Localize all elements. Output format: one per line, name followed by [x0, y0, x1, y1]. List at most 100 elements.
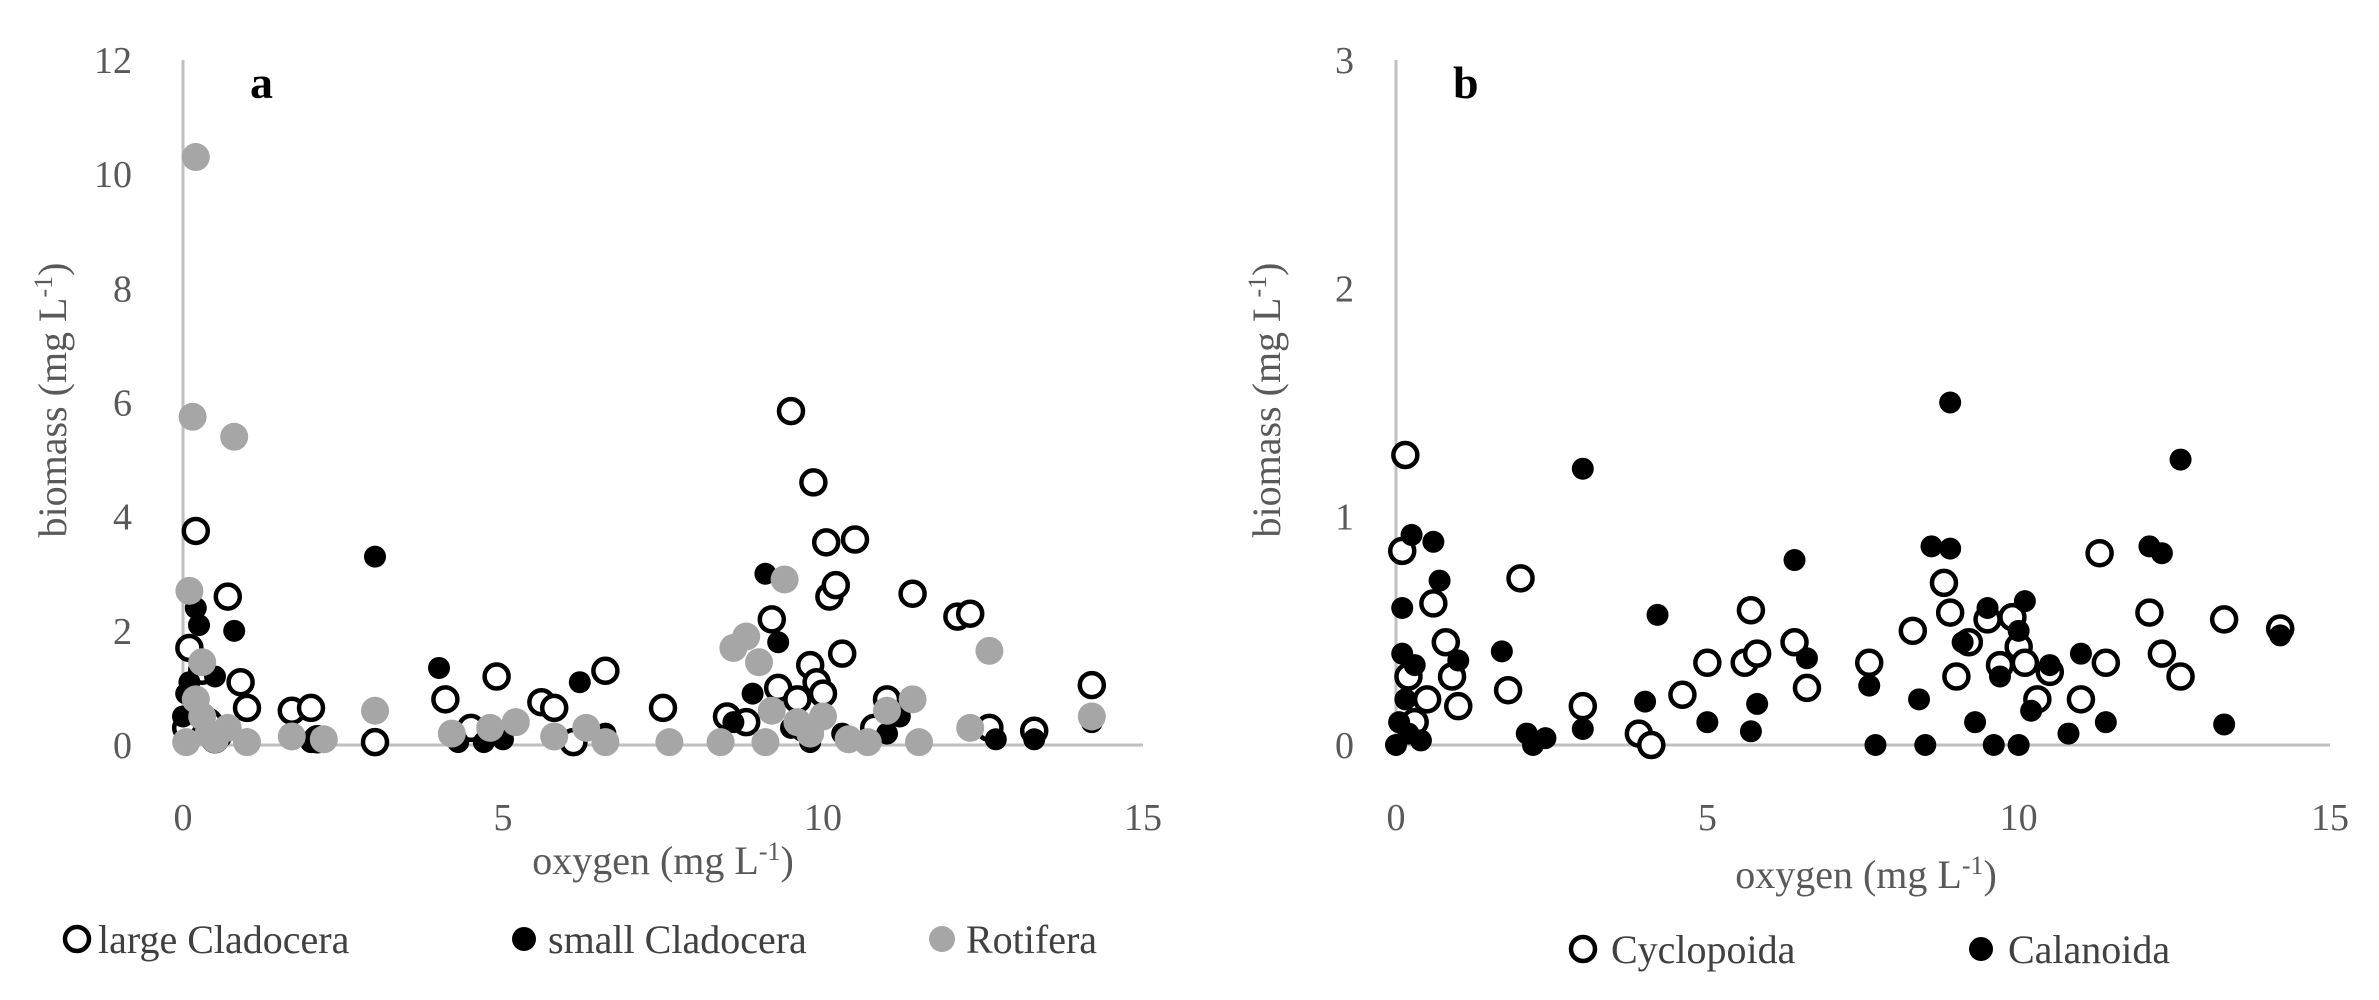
data-point-rotifera	[188, 648, 217, 677]
panel-a-x-tick-label: 10	[804, 797, 842, 839]
data-point-large-cladocera	[898, 579, 927, 608]
data-point-calanoida	[1964, 711, 1987, 734]
data-point-calanoida	[1428, 569, 1451, 592]
data-point-large-cladocera	[821, 570, 851, 600]
panel-a-y-tick-label: 6	[113, 383, 132, 425]
panel-a-label: a	[250, 57, 273, 108]
panel-b-x-tick-label: 5	[1698, 797, 1717, 839]
data-point-cyclopoida	[1412, 685, 1442, 714]
panel-a-y-tick-label: 8	[113, 268, 132, 310]
legend-item-calanoida: Calanoida	[1969, 927, 2170, 972]
data-point-calanoida	[1534, 727, 1557, 750]
data-point-cyclopoida	[1444, 691, 1473, 721]
data-point-calanoida	[2007, 619, 2030, 642]
data-point-calanoida	[1939, 391, 1962, 414]
data-point-large-cladocera	[360, 727, 390, 757]
data-point-rotifera	[809, 702, 837, 731]
data-point-cyclopoida	[2010, 648, 2040, 678]
legend-item-cyclopoida: Cyclopoida	[1568, 927, 1796, 972]
data-point-small-cladocera	[223, 619, 246, 642]
data-point-large-cladocera	[955, 599, 985, 628]
data-point-small-cladocera	[568, 671, 591, 694]
data-point-cyclopoida	[1637, 730, 1666, 760]
panel-b-x-tick-label: 10	[2000, 797, 2038, 839]
data-point-cyclopoida	[1780, 628, 1809, 657]
data-point-cyclopoida	[2209, 605, 2239, 634]
data-point-calanoida	[2094, 711, 2117, 734]
data-point-rotifera	[220, 422, 249, 451]
data-point-calanoida	[1571, 457, 1594, 480]
data-point-calanoida	[1783, 549, 1806, 572]
data-point-calanoida	[1571, 718, 1594, 741]
panel-a-points	[171, 143, 1107, 757]
data-point-large-cladocera	[776, 396, 806, 426]
data-point-rotifera	[905, 728, 933, 757]
panel-b-x-ticks: 0 5 10 15	[1387, 797, 2350, 839]
data-point-calanoida	[1908, 688, 1931, 711]
data-point-cyclopoida	[1898, 616, 1928, 646]
data-point-cyclopoida	[2066, 685, 2096, 714]
data-point-calanoida	[1939, 537, 1962, 560]
data-point-cyclopoida	[2135, 598, 2164, 627]
data-point-calanoida	[1403, 654, 1426, 677]
panel-b-y-tick-label: 2	[1335, 268, 1354, 310]
data-point-cyclopoida	[1668, 680, 1697, 710]
data-point-rotifera	[172, 728, 201, 757]
data-point-cyclopoida	[1493, 675, 1523, 705]
panel-b-x-tick-label: 15	[2311, 797, 2349, 839]
panel-a-x-tick-label: 5	[494, 797, 513, 839]
data-point-rotifera	[706, 728, 735, 757]
data-point-calanoida	[2269, 624, 2292, 647]
data-point-cyclopoida	[1431, 628, 1461, 657]
panel-b-x-axis-title: oxygen (mg L-1)	[1735, 851, 1997, 897]
data-point-rotifera	[213, 713, 242, 742]
data-point-cyclopoida	[1419, 589, 1448, 618]
data-point-calanoida	[1391, 597, 1414, 619]
data-point-calanoida	[2038, 654, 2061, 677]
data-point-rotifera	[572, 713, 601, 742]
series-cyclopoida	[1387, 440, 2295, 760]
panel-b-y-axis-title: biomass (mg L-1)	[1243, 263, 1289, 538]
data-point-calanoida	[1646, 603, 1669, 626]
data-point-small-cladocera	[984, 728, 1007, 751]
panel-a-x-tick-label: 15	[1124, 797, 1162, 839]
data-point-cyclopoida	[2085, 538, 2114, 568]
panel-a-y-ticks: 0 2 4 6 8 10 12	[94, 40, 132, 767]
data-point-small-cladocera	[428, 656, 450, 679]
legend-label-calanoida: Calanoida	[2008, 927, 2170, 972]
data-point-calanoida	[1422, 530, 1445, 553]
data-point-rotifera	[591, 728, 620, 757]
data-point-calanoida	[1795, 647, 1818, 670]
data-point-large-cladocera	[232, 693, 262, 723]
legend-marker-small-cladocera	[512, 927, 536, 951]
data-point-rotifera	[853, 728, 882, 757]
panel-b-y-tick-label: 3	[1335, 40, 1354, 82]
panel-a-x-tick-label: 0	[174, 797, 193, 839]
data-point-calanoida	[2213, 713, 2236, 736]
data-point-calanoida	[1746, 692, 1769, 715]
panel-b-points	[1385, 391, 2295, 760]
series-calanoida	[1385, 391, 2292, 756]
data-point-small-cladocera	[1023, 728, 1046, 751]
panel-b-label: b	[1453, 57, 1479, 108]
data-point-cyclopoida	[1568, 691, 1598, 721]
panel-b-y-tick-label: 1	[1335, 497, 1354, 539]
data-point-large-cladocera	[591, 656, 620, 686]
data-point-rotifera	[770, 565, 799, 594]
panel-a-y-tick-label: 4	[113, 497, 132, 539]
panel-b-legend: Cyclopoida Calanoida	[1568, 927, 2170, 972]
panel-a-y-tick-label: 10	[94, 154, 132, 196]
data-point-small-cladocera	[722, 711, 745, 734]
data-point-rotifera	[655, 728, 684, 757]
legend-item-rotifera: Rotifera	[929, 917, 1097, 962]
panel-a-y-tick-label: 12	[94, 40, 132, 82]
panel-a-x-axis-title: oxygen (mg L-1)	[532, 837, 794, 883]
legend-item-large-cladocera: large Cladocera	[62, 917, 350, 962]
data-point-cyclopoida	[1391, 440, 1420, 470]
legend-marker-cyclopoida	[1568, 934, 1598, 964]
data-point-rotifera	[956, 713, 985, 742]
legend-label-small-cladocera: small Cladocera	[548, 917, 807, 962]
data-point-cyclopoida	[1942, 662, 1971, 691]
data-point-rotifera	[1077, 702, 1106, 731]
data-point-calanoida	[1394, 688, 1417, 711]
